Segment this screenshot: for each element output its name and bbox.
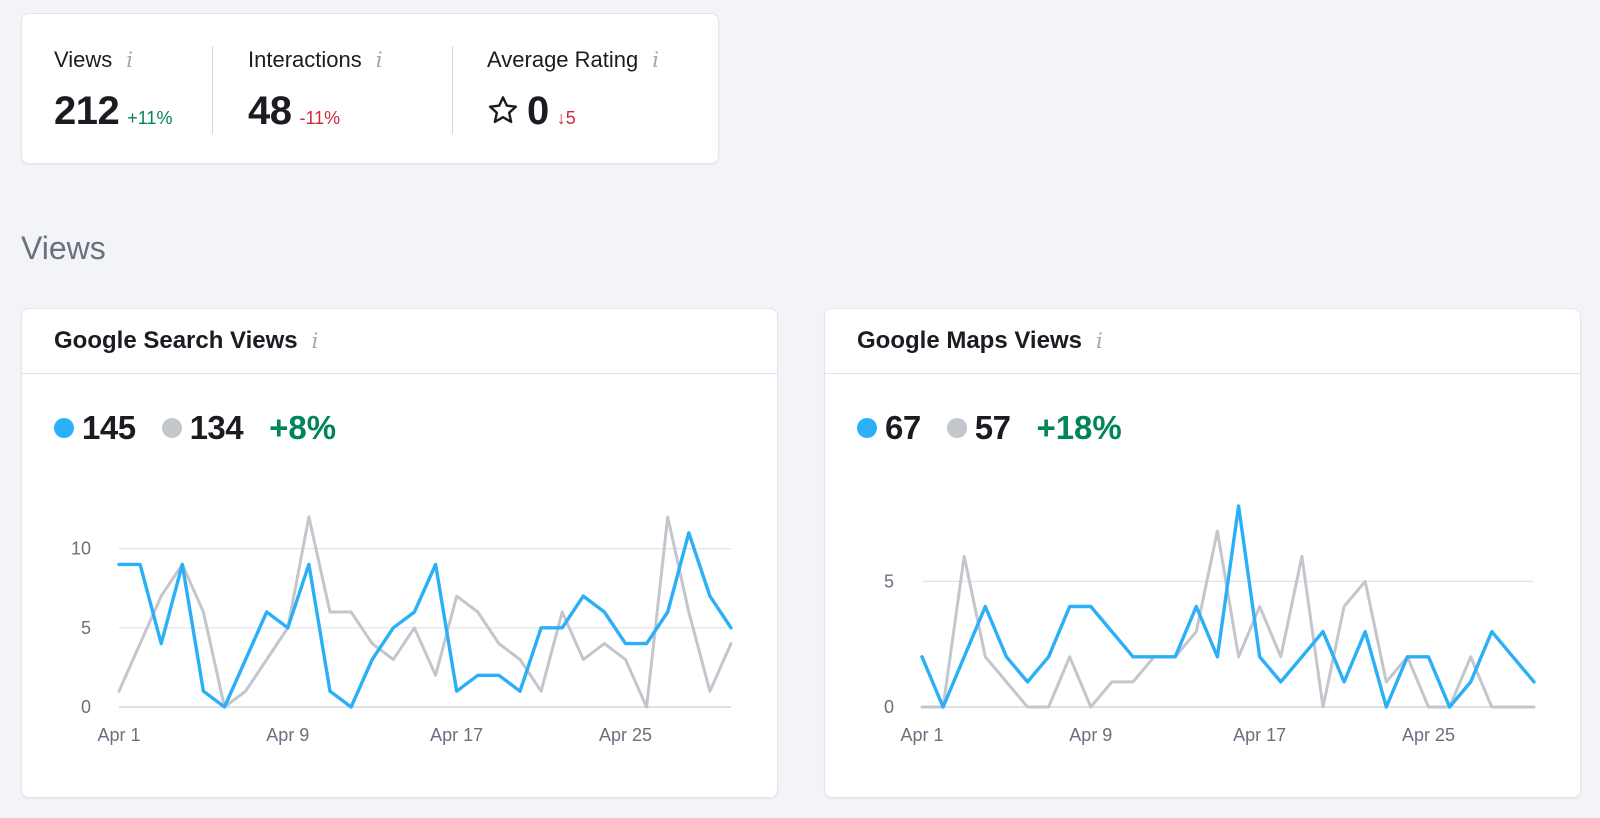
kpi-card: Views i 212 +11% Interactions i 48 -11% …: [21, 13, 719, 164]
info-icon[interactable]: i: [1095, 328, 1103, 353]
maps-views-card: Google Maps Views i 67 57 +18% 0 5 Apr 1 Ap…: [824, 308, 1581, 798]
chart-summary: 67 57 +18%: [857, 409, 1122, 447]
x-tick-label: Apr 17: [430, 725, 483, 745]
card-header: Google Maps Views i: [825, 309, 1580, 374]
x-tick-label: Apr 17: [1233, 725, 1286, 745]
x-tick-label: Apr 25: [1402, 725, 1455, 745]
change-percent: +18%: [1036, 409, 1122, 446]
search-views-chart: 0 5 10 Apr 1 Apr 9 Apr 17 Apr 25: [71, 515, 733, 745]
info-icon[interactable]: i: [652, 47, 659, 72]
kpi-views-delta: +11%: [127, 108, 173, 128]
y-tick-label: 0: [884, 697, 894, 717]
info-icon[interactable]: i: [311, 328, 319, 353]
kpi-views-label: Views: [54, 47, 113, 72]
kpi-interactions-delta: -11%: [299, 108, 341, 128]
previous-period-dot: [946, 418, 967, 438]
search-views-card: Google Search Views i 145 134 +8% 0 5 10 Ap…: [21, 308, 778, 798]
kpi-views: Views i 212 +11%: [54, 47, 172, 134]
current-total: 145: [82, 409, 136, 446]
current-total: 67: [885, 409, 921, 446]
previous-period-line: [920, 529, 1536, 709]
star-icon: [488, 95, 518, 123]
chart-summary: 145 134 +8%: [54, 409, 336, 447]
kpi-interactions-value: 48: [248, 89, 292, 133]
info-icon[interactable]: i: [126, 47, 134, 72]
kpi-rating: Average Rating i 0 ↓5: [487, 47, 659, 134]
kpi-rating-label: Average Rating: [487, 47, 639, 72]
card-title: Google Maps Views: [857, 327, 1082, 354]
x-tick-label: Apr 25: [599, 725, 652, 745]
y-tick-label: 0: [81, 697, 91, 717]
current-period-dot: [857, 418, 877, 438]
y-tick-label: 5: [81, 618, 91, 638]
previous-period-line: [117, 515, 733, 709]
x-tick-label: Apr 9: [1069, 725, 1112, 745]
previous-total: 57: [974, 409, 1011, 446]
change-percent: +8%: [269, 409, 337, 446]
x-tick-label: Apr 9: [266, 725, 309, 745]
kpi-divider: [452, 46, 453, 134]
kpi-interactions: Interactions i 48 -11%: [248, 47, 382, 134]
kpi-divider: [212, 46, 213, 134]
card-title: Google Search Views: [54, 327, 298, 354]
kpi-views-value: 212: [54, 89, 120, 133]
y-tick-label: 10: [71, 539, 91, 559]
x-tick-label: Apr 1: [900, 725, 943, 745]
kpi-rating-delta: ↓5: [556, 108, 576, 128]
section-title: Views: [21, 230, 106, 266]
current-period-dot: [54, 418, 74, 438]
previous-period-dot: [161, 418, 182, 438]
current-period-line: [117, 531, 733, 709]
previous-total: 134: [189, 409, 244, 446]
y-tick-label: 5: [884, 571, 894, 591]
card-header: Google Search Views i: [22, 309, 777, 374]
kpi-rating-value: 0: [527, 89, 549, 133]
x-tick-label: Apr 1: [97, 725, 140, 745]
info-icon[interactable]: i: [375, 47, 383, 72]
maps-views-chart: 0 5 Apr 1 Apr 9 Apr 17 Apr 25: [884, 504, 1536, 745]
kpi-interactions-label: Interactions: [248, 47, 362, 72]
current-period-line: [920, 504, 1536, 709]
